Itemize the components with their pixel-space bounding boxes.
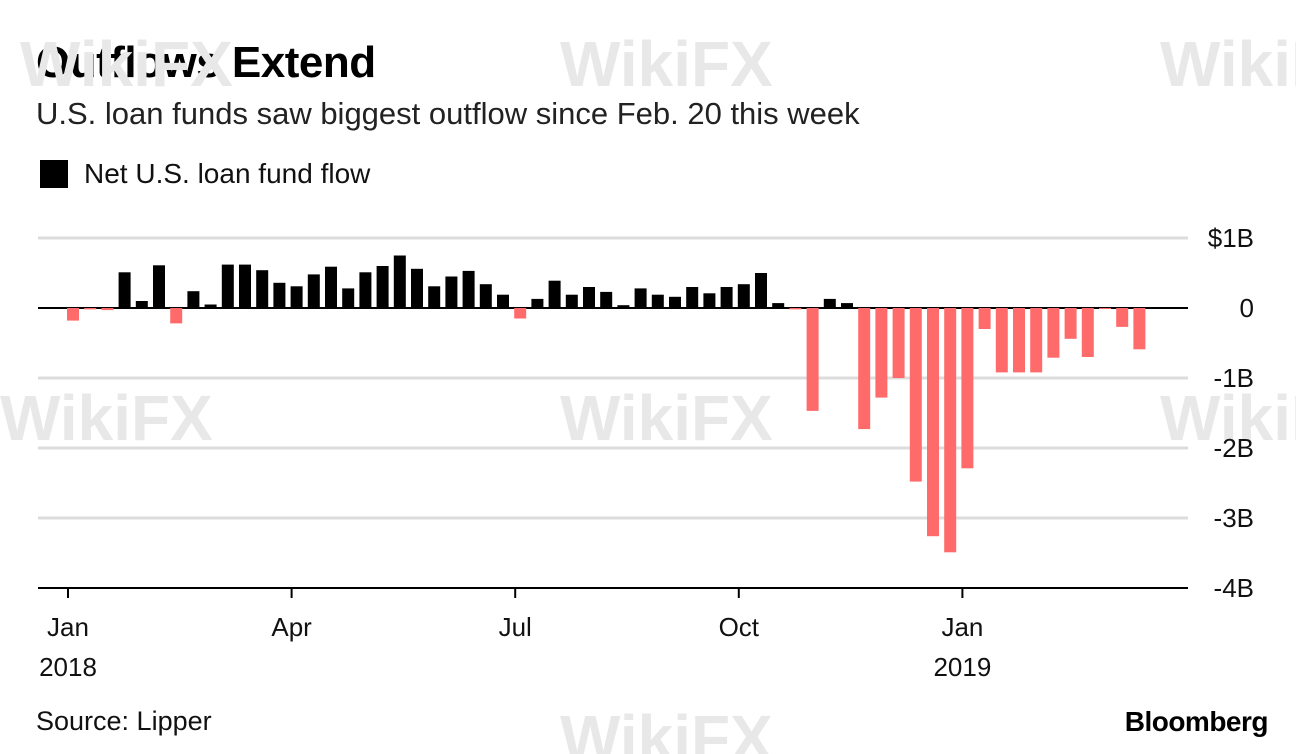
bar: [841, 303, 853, 308]
source-note: Source: Lipper: [36, 706, 212, 736]
legend-swatch: [40, 160, 68, 188]
bar: [479, 284, 492, 308]
watermark-text: WikiFX: [0, 382, 213, 454]
bar: [239, 264, 251, 308]
bar: [273, 282, 286, 308]
bar: [858, 308, 871, 430]
bar: [290, 286, 303, 308]
bar: [376, 266, 389, 308]
brand-logo: Bloomberg: [1124, 706, 1269, 737]
legend-label: Net U.S. loan fund flow: [84, 158, 371, 189]
bar: [1047, 308, 1060, 358]
bar: [1099, 308, 1111, 309]
bar: [359, 272, 372, 308]
x-tick-label: Oct: [719, 612, 760, 642]
watermark-text: WikiFX: [560, 382, 773, 454]
x-tick-label: Jul: [499, 612, 532, 642]
y-tick-label: $1B: [1208, 223, 1254, 253]
bar: [342, 288, 355, 308]
watermark-text: WikiFX: [20, 28, 233, 100]
bar: [118, 272, 131, 308]
bar: [101, 308, 114, 311]
bar: [600, 291, 613, 308]
bar: [462, 270, 475, 308]
bar: [686, 287, 699, 308]
bar: [514, 308, 527, 319]
bar: [995, 308, 1008, 373]
bars: [67, 255, 1146, 553]
bar: [755, 273, 767, 308]
watermark-layer: WikiFX WikiFX WikiFX WikiFX WikiFX WikiFX Wiki…: [0, 28, 1296, 754]
watermark-text: WikiFX: [560, 702, 773, 754]
bar: [84, 308, 97, 310]
bar: [411, 268, 423, 308]
bar: [789, 308, 802, 310]
bar: [1116, 308, 1129, 327]
bar: [1064, 308, 1077, 339]
y-tick-label: 0: [1240, 293, 1254, 323]
bar: [307, 274, 320, 308]
x-tick-label: Jan: [47, 612, 89, 642]
bar: [634, 288, 647, 308]
bar: [221, 264, 234, 308]
y-tick-label: -3B: [1214, 503, 1254, 533]
bar: [892, 308, 905, 378]
bar: [806, 308, 819, 411]
chart-subtitle: U.S. loan funds saw biggest outflow sinc…: [36, 96, 860, 131]
x-tick-year-label: 2018: [39, 652, 97, 682]
bar: [135, 301, 148, 308]
watermark-text: WikiFX: [1160, 28, 1296, 100]
bar: [720, 287, 733, 308]
bar: [944, 308, 957, 553]
bar: [204, 304, 217, 308]
bar: [428, 286, 441, 308]
y-tick-label: -1B: [1214, 363, 1254, 393]
bar: [909, 308, 922, 482]
legend: Net U.S. loan fund flow: [40, 158, 370, 190]
x-tick-year-label: 2019: [933, 652, 991, 682]
bar: [548, 280, 561, 308]
watermark-text: WikiFX: [560, 28, 773, 100]
bar: [583, 287, 595, 308]
y-tick-label: -2B: [1214, 433, 1254, 463]
bar: [445, 276, 458, 308]
bar: [875, 308, 888, 398]
x-axis: Jan 2018 Apr Jul Oct Jan 2019: [39, 588, 991, 682]
watermark-text: WikiFX: [1160, 382, 1296, 454]
x-tick-label: Apr: [271, 612, 312, 642]
bar: [703, 293, 716, 308]
bar: [256, 270, 269, 308]
bar: [1133, 308, 1146, 350]
y-tick-label: -4B: [1214, 573, 1254, 603]
bar: [1013, 308, 1025, 373]
bar: [961, 308, 974, 469]
bar: [325, 266, 337, 308]
bar: [1081, 308, 1094, 357]
bar: [393, 255, 406, 308]
bar: [617, 305, 630, 308]
bar: [669, 296, 681, 308]
bar: [187, 291, 200, 308]
y-axis: $1B 0 -1B -2B -3B -4B: [1208, 223, 1254, 603]
bar: [978, 308, 991, 329]
bar: [737, 284, 750, 308]
bar: [1030, 308, 1043, 373]
bar: [170, 308, 183, 324]
bar: [67, 308, 79, 321]
chart-title: Outflows Extend: [36, 38, 376, 87]
bar: [565, 294, 578, 308]
bar: [497, 294, 509, 308]
bar: [927, 308, 939, 537]
bar: [651, 294, 664, 308]
bar: [531, 298, 544, 308]
x-tick-label: Jan: [941, 612, 983, 642]
bar: [823, 298, 836, 308]
bar: [153, 265, 165, 308]
bar: [772, 303, 785, 308]
